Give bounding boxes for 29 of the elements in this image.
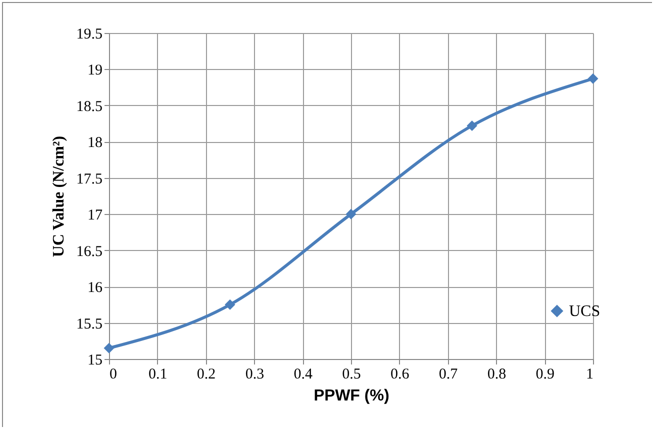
point [466, 120, 478, 131]
y-tick-label: 19 [88, 62, 102, 79]
point [346, 208, 356, 220]
y-tick-label: 15 [88, 352, 102, 368]
y-tick-label: 18 [88, 135, 102, 152]
x-tick-label: 0.7 [438, 366, 458, 382]
y-tick-label: 18.5 [76, 98, 102, 115]
legend-label: UCS [569, 303, 600, 320]
point [104, 342, 114, 354]
x-tick-label: 1 [586, 366, 594, 382]
x-tick-label: 0 [110, 366, 117, 382]
x-tick-label: 0.6 [390, 366, 410, 382]
x-tick-label: 0.3 [245, 366, 264, 382]
y-tick-label: 16 [88, 280, 103, 296]
y-tick-label: 15.5 [76, 316, 102, 332]
x-axis-title: PPWF (%) [314, 388, 390, 404]
y-tick-label: 16.5 [76, 244, 102, 260]
x-tick-label: 0.1 [148, 366, 168, 382]
x-tick-label: 0.5 [342, 366, 361, 382]
point [224, 299, 236, 310]
y-tick-label: 17 [88, 208, 103, 224]
point [588, 73, 598, 84]
y-tick-label: 17.5 [76, 171, 102, 188]
x-tick-label: 0.9 [536, 366, 554, 382]
y-tick-label: 19.5 [76, 26, 102, 42]
x-tick-label: 0.2 [196, 366, 216, 382]
x-tick-label: 0.4 [294, 366, 313, 382]
x-tick-label: 0.8 [487, 366, 506, 382]
y-axis-title: UC Value (N/cm²) [50, 136, 68, 258]
